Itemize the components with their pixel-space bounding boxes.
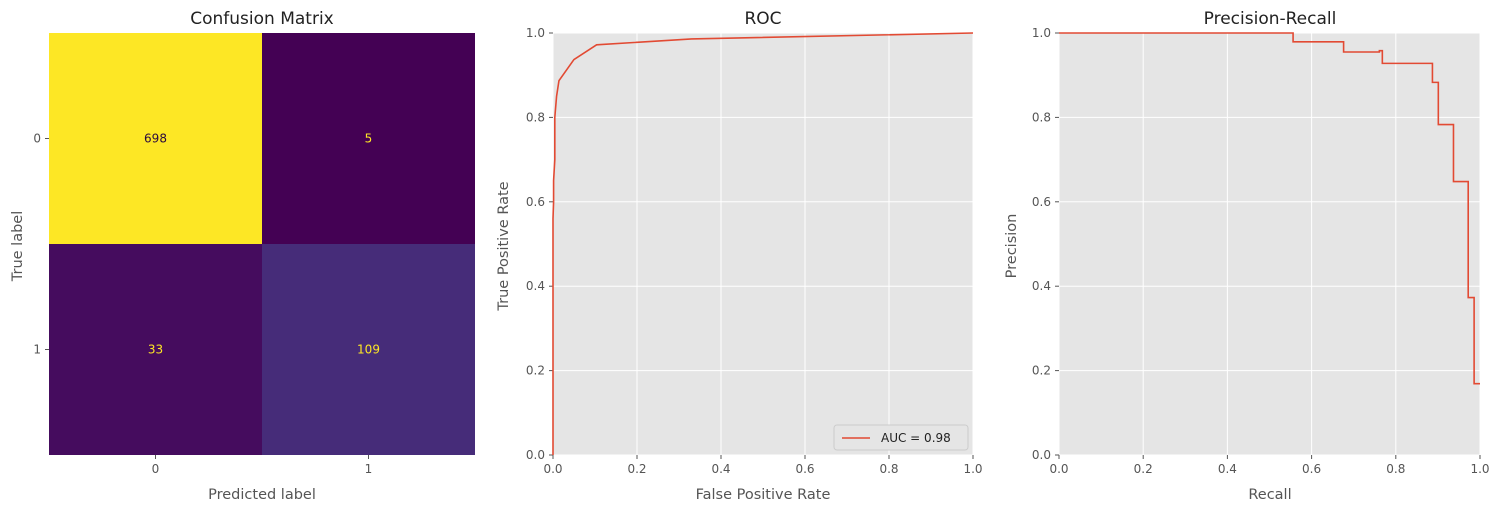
pr-plot-area [1059, 33, 1480, 455]
roc-ytick-label: 0.0 [526, 448, 545, 462]
pr-xtick-label: 0.0 [1049, 462, 1068, 476]
confusion-matrix-ytick-label: 1 [33, 343, 41, 357]
pr-series [1059, 32, 1480, 385]
confusion-matrix-cell-0-1 [262, 33, 475, 244]
roc-xtick-label: 0.4 [711, 462, 730, 476]
confusion-matrix-cell-value: 698 [144, 132, 167, 146]
roc-legend-box [833, 424, 969, 451]
confusion-matrix-title: Confusion Matrix [190, 9, 334, 29]
roc-ytick-label: 0.2 [526, 364, 545, 378]
roc-xtick-label: 0.2 [627, 462, 646, 476]
roc-series [552, 32, 974, 455]
pr-series-line-0 [1059, 32, 1480, 385]
roc-xtick-label: 0.8 [879, 462, 898, 476]
roc-legend-label: AUC = 0.98 [881, 431, 951, 445]
confusion-matrix-cell-value: 5 [365, 132, 373, 146]
roc-plot-area [553, 33, 973, 455]
roc-xtick-label: 1.0 [963, 462, 982, 476]
roc-xtick-label: 0.6 [795, 462, 814, 476]
pr-ytick-label: 0.0 [1032, 448, 1051, 462]
pr-xtick-label: 1.0 [1470, 462, 1489, 476]
roc-ytick-label: 0.4 [526, 279, 545, 293]
roc-xlabel: False Positive Rate [696, 487, 831, 503]
roc-ytick-label: 1.0 [526, 26, 545, 40]
pr-xtick-label: 0.6 [1302, 462, 1321, 476]
confusion-matrix-cell-value: 33 [148, 343, 163, 357]
pr-xlabel: Recall [1248, 487, 1291, 503]
confusion-matrix-panel: Confusion Matrix 698 5 33 109 0 1 0 1 Predicte… [10, 9, 475, 503]
roc-ytick-label: 0.6 [526, 195, 545, 209]
precision-recall-panel: 0.0 0.2 0.4 0.6 0.8 1.0 0.0 0.2 0.4 0.6 0.8 1.0 Pre… [1004, 9, 1490, 503]
confusion-matrix-xtick-label: 1 [365, 462, 373, 476]
pr-xtick-label: 0.4 [1218, 462, 1237, 476]
confusion-matrix-cell-value: 109 [357, 343, 380, 357]
roc-ticks: 0.0 0.2 0.4 0.6 0.8 1.0 0.0 0.2 0.4 0.6 0.8 1.0 [526, 26, 983, 476]
pr-xtick-label: 0.8 [1386, 462, 1405, 476]
roc-ytick-label: 0.8 [526, 110, 545, 124]
confusion-matrix-cell-0-0 [49, 33, 262, 244]
roc-ylabel: True Positive Rate [496, 181, 512, 311]
roc-title: ROC [744, 9, 781, 29]
roc-series-line-0 [552, 32, 974, 455]
pr-ylabel: Precision [1004, 214, 1020, 279]
pr-ytick-label: 0.8 [1032, 110, 1051, 124]
confusion-matrix-cell-1-0 [49, 244, 262, 455]
roc-legend: AUC = 0.98 [833, 424, 969, 451]
pr-xtick-label: 0.2 [1134, 462, 1153, 476]
pr-ytick-label: 1.0 [1032, 26, 1051, 40]
confusion-matrix-cells: 698 5 33 109 [49, 33, 475, 455]
confusion-matrix-ylabel: True label [10, 211, 26, 282]
confusion-matrix-ticks: 0 1 0 1 [33, 132, 372, 477]
confusion-matrix-cell-1-1 [262, 244, 475, 455]
roc-panel: 0.0 0.2 0.4 0.6 0.8 1.0 0.0 0.2 0.4 0.6 0.8 1.0 AUC… [496, 9, 983, 503]
pr-ticks: 0.0 0.2 0.4 0.6 0.8 1.0 0.0 0.2 0.4 0.6 0.8 1.0 [1032, 26, 1490, 476]
confusion-matrix-ytick-label: 0 [33, 132, 41, 146]
pr-ytick-label: 0.2 [1032, 364, 1051, 378]
confusion-matrix-xtick-label: 0 [152, 462, 160, 476]
pr-title: Precision-Recall [1204, 9, 1337, 29]
pr-ytick-label: 0.4 [1032, 279, 1051, 293]
roc-xtick-label: 0.0 [543, 462, 562, 476]
confusion-matrix-xlabel: Predicted label [208, 487, 316, 503]
pr-ytick-label: 0.6 [1032, 195, 1051, 209]
